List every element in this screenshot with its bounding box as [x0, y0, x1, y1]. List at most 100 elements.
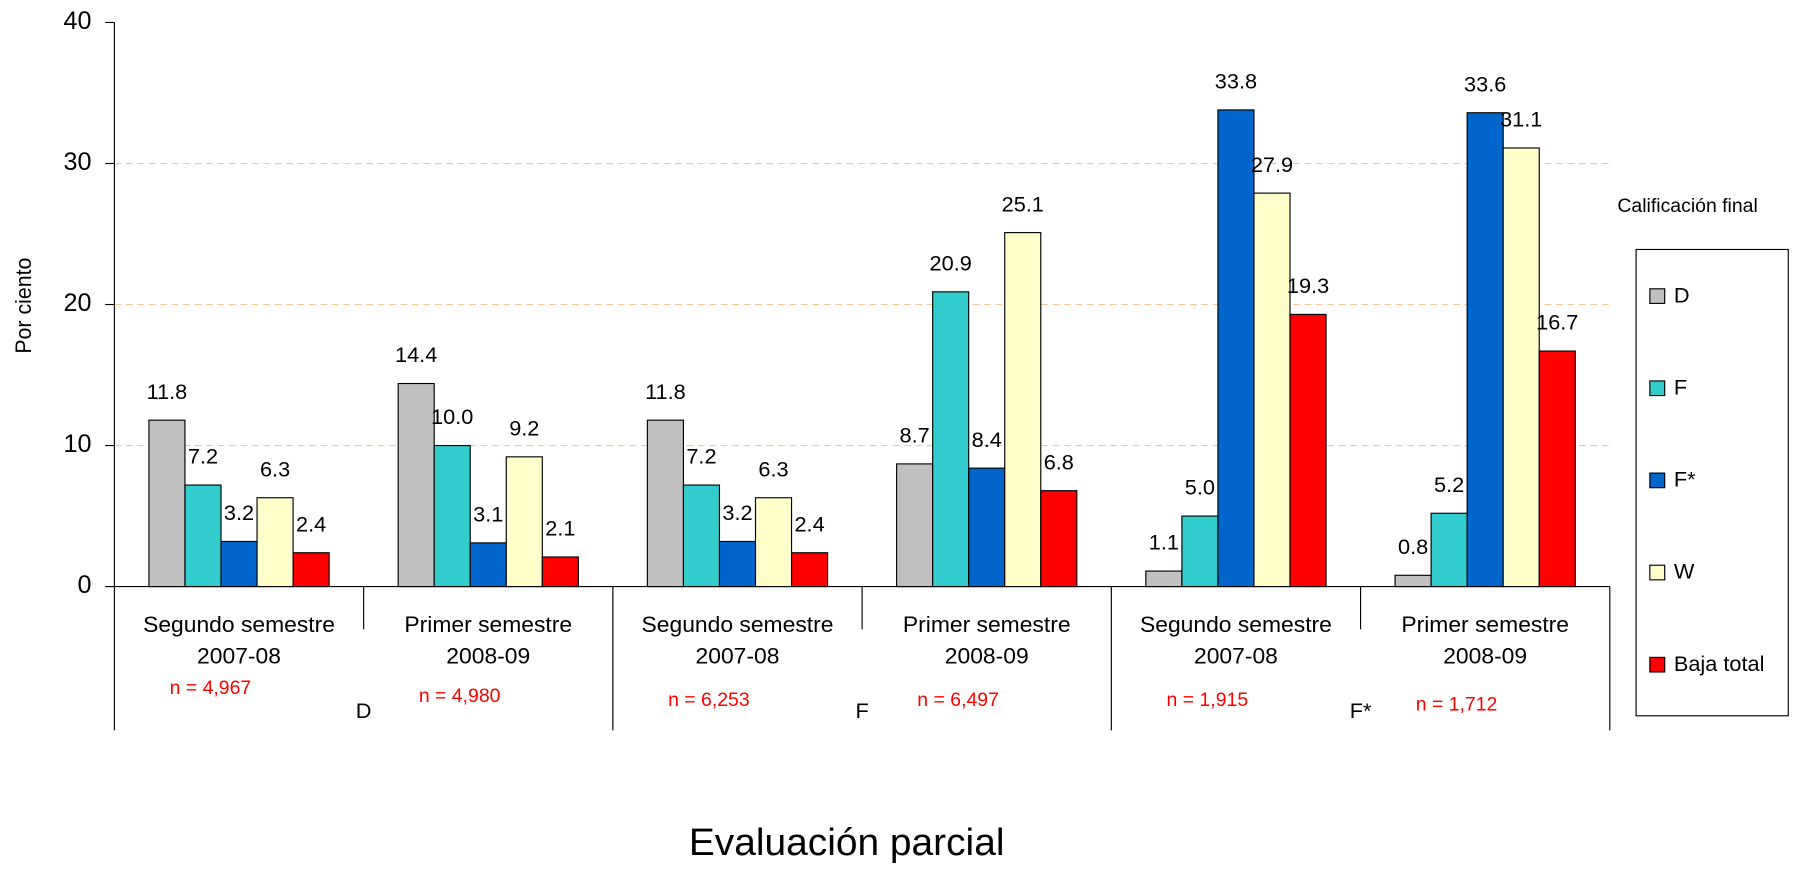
bar: [1289, 313, 1327, 588]
value-label: 8.4: [972, 428, 1002, 452]
x-tick-label: 2008-09: [446, 642, 530, 668]
x-tick-label: 2007-08: [1194, 642, 1278, 668]
bar: [1181, 515, 1219, 588]
x-tick-label: Segundo semestre: [143, 611, 335, 637]
bar: [541, 556, 579, 588]
group-label: F*: [1350, 699, 1372, 723]
value-label: 25.1: [1002, 192, 1044, 216]
legend-label: F: [1674, 376, 1687, 400]
bar: [148, 419, 186, 588]
value-label: 33.6: [1464, 73, 1506, 97]
x-tick-label: Primer semestre: [404, 611, 572, 637]
legend-swatch: [1649, 564, 1666, 581]
y-tick-label: 40: [64, 7, 92, 35]
annotation: n = 1,915: [1167, 690, 1249, 711]
bar: [292, 552, 330, 588]
value-label: 8.7: [900, 424, 930, 448]
value-label: 3.2: [722, 501, 752, 525]
value-label: 6.3: [758, 458, 788, 482]
legend-swatch: [1649, 288, 1666, 304]
value-label: 27.9: [1251, 153, 1293, 177]
y-tick-label: 10: [64, 430, 92, 458]
legend-swatch: [1649, 656, 1666, 673]
bar: [790, 552, 829, 588]
legend-swatch: [1649, 472, 1666, 489]
bar: [646, 419, 685, 588]
value-label: 31.1: [1500, 108, 1542, 132]
x-tick-label: Primer semestre: [1401, 611, 1569, 637]
legend-swatch: [1649, 380, 1666, 397]
value-label: 6.3: [260, 458, 290, 482]
value-label: 0.8: [1398, 535, 1428, 559]
value-label: 5.2: [1434, 473, 1464, 497]
x-tick-label: 2008-09: [945, 642, 1029, 668]
y-axis-label: Por ciento: [12, 258, 36, 354]
value-label: 1.1: [1149, 531, 1179, 555]
bar: [754, 497, 793, 588]
x-tick-label: 2007-08: [197, 642, 281, 668]
value-label: 19.3: [1287, 274, 1329, 298]
legend-title: Calificación final: [1617, 196, 1757, 217]
bar: [1502, 147, 1540, 588]
value-label: 10.0: [431, 405, 473, 429]
bar: [682, 484, 721, 588]
bar: [896, 463, 934, 588]
bar: [397, 382, 435, 588]
value-label: 2.4: [296, 513, 326, 537]
bar: [1040, 490, 1078, 588]
bar: [433, 444, 471, 588]
y-tick-label: 30: [64, 148, 92, 176]
x-tick-label: 2007-08: [696, 642, 780, 668]
legend-label: F*: [1674, 468, 1696, 492]
bar: [469, 542, 507, 588]
value-label: 14.4: [395, 343, 437, 367]
x-tick-label: Segundo semestre: [642, 611, 834, 637]
value-label: 20.9: [930, 252, 972, 276]
x-axis-label: Evaluación parcial: [689, 821, 1005, 864]
group-label: D: [356, 699, 372, 723]
legend-label: Baja total: [1674, 652, 1765, 676]
value-label: 9.2: [509, 417, 539, 441]
annotation: n = 4,967: [170, 678, 252, 699]
bar: [1466, 112, 1504, 588]
value-label: 2.1: [545, 517, 575, 541]
legend-label: W: [1674, 560, 1695, 584]
bar: [718, 540, 757, 588]
value-label: 3.1: [473, 503, 503, 527]
value-label: 3.2: [224, 501, 254, 525]
bar: [968, 467, 1006, 588]
bar: [220, 540, 258, 588]
bar: [1145, 570, 1183, 588]
x-tick-label: Primer semestre: [903, 611, 1071, 637]
value-label: 11.8: [645, 380, 686, 404]
value-label: 5.0: [1185, 476, 1215, 500]
bar: [1538, 350, 1576, 588]
bar: [505, 456, 543, 588]
bar: [184, 484, 222, 588]
value-label: 16.7: [1536, 311, 1578, 335]
bar: [1217, 109, 1255, 588]
bar: [1394, 574, 1432, 588]
legend-label: D: [1674, 283, 1690, 307]
y-tick-label: 0: [78, 571, 92, 599]
bar: [1004, 232, 1042, 588]
value-label: 11.8: [147, 380, 188, 404]
value-label: 7.2: [188, 445, 218, 469]
bar: [1253, 192, 1291, 588]
annotation: n = 4,980: [419, 686, 501, 707]
value-label: 2.4: [794, 513, 824, 537]
bar: [1430, 512, 1468, 588]
annotation: n = 6,497: [917, 690, 999, 711]
bar: [256, 497, 294, 588]
bar: [932, 291, 970, 588]
annotation: n = 6,253: [668, 690, 750, 711]
value-label: 6.8: [1044, 451, 1074, 475]
x-tick-label: Segundo semestre: [1140, 611, 1332, 637]
value-label: 7.2: [686, 445, 716, 469]
y-tick-label: 20: [64, 289, 92, 317]
group-label: F: [855, 699, 868, 723]
value-label: 33.8: [1215, 70, 1257, 94]
annotation: n = 1,712: [1416, 695, 1498, 716]
x-tick-label: 2008-09: [1443, 642, 1527, 668]
